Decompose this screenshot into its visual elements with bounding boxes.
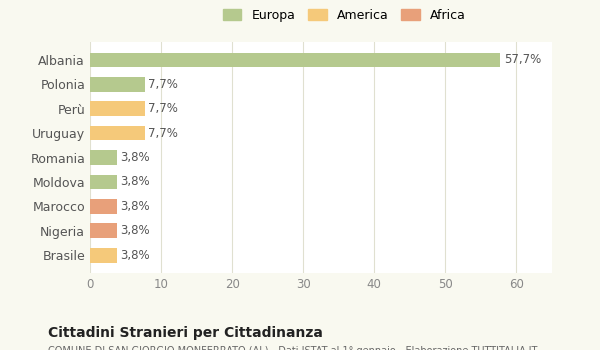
Text: 3,8%: 3,8% bbox=[121, 175, 150, 188]
Text: 57,7%: 57,7% bbox=[503, 53, 541, 66]
Bar bbox=[90, 102, 145, 116]
Text: 3,8%: 3,8% bbox=[121, 224, 150, 237]
Bar bbox=[90, 199, 117, 214]
Text: 3,8%: 3,8% bbox=[121, 200, 150, 213]
Bar bbox=[90, 175, 117, 189]
Bar bbox=[90, 223, 117, 238]
Text: 7,7%: 7,7% bbox=[148, 78, 178, 91]
Legend: Europa, America, Africa: Europa, America, Africa bbox=[220, 7, 468, 24]
Bar bbox=[90, 52, 500, 67]
Text: 3,8%: 3,8% bbox=[121, 248, 150, 262]
Text: 7,7%: 7,7% bbox=[148, 127, 178, 140]
Text: 7,7%: 7,7% bbox=[148, 102, 178, 115]
Bar bbox=[90, 248, 117, 262]
Bar bbox=[90, 77, 145, 92]
Text: 3,8%: 3,8% bbox=[121, 151, 150, 164]
Text: Cittadini Stranieri per Cittadinanza: Cittadini Stranieri per Cittadinanza bbox=[48, 326, 323, 340]
Text: COMUNE DI SAN GIORGIO MONFERRATO (AL) - Dati ISTAT al 1° gennaio - Elaborazione : COMUNE DI SAN GIORGIO MONFERRATO (AL) - … bbox=[48, 346, 538, 350]
Bar bbox=[90, 150, 117, 165]
Bar bbox=[90, 126, 145, 140]
